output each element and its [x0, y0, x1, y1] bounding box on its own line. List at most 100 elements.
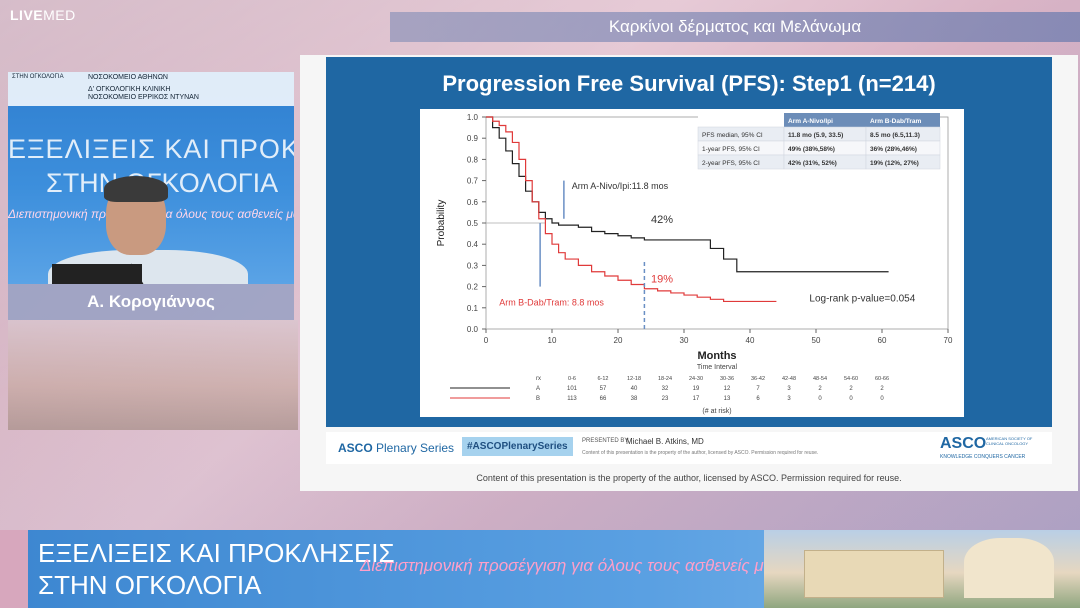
risk-count: 38 — [631, 396, 638, 402]
slide-title: Progression Free Survival (PFS): Step1 (… — [442, 71, 936, 96]
risk-interval-label: 54-60 — [844, 376, 858, 382]
risk-count: 12 — [724, 386, 731, 392]
presenter-name: Michael B. Atkins, MD — [626, 437, 704, 446]
y-tick-label: 1.0 — [467, 113, 479, 122]
y-tick-label: 0.6 — [467, 198, 479, 207]
wall-text-1: ΕΞΕΛΙΞΕΙΣ ΚΑΙ ΠΡΟΚΛΗΣΕΙΣ — [8, 134, 294, 164]
laptop — [52, 264, 142, 284]
speaker-name: Α. Κορογιάννος — [87, 292, 215, 311]
y-tick-label: 0.0 — [467, 325, 479, 334]
table-cell — [865, 154, 941, 170]
asco-plenary-logo: ASCO Plenary Series — [338, 441, 455, 455]
series-arm-a-curve — [486, 116, 889, 273]
table-cell-text: 42% (31%, 52%) — [788, 160, 837, 167]
table-cell-text: PFS median, 95% CI — [702, 132, 763, 139]
table-header-cell — [784, 113, 866, 127]
photo-building-1 — [804, 550, 944, 598]
livemed-logo: LIVEMED — [10, 7, 76, 23]
risk-count: 2 — [818, 386, 822, 392]
risk-interval-label: 30-36 — [720, 376, 734, 382]
event-banner: ΕΞΕΛΙΞΕΙΣ ΚΑΙ ΠΡΟΚΛΗΣΕΙΣ ΣΤΗΝ ΟΓΚΟΛΟΓΙΑ … — [0, 530, 1080, 608]
x-tick-label: 70 — [944, 336, 953, 345]
km-plot-panel: 0.0 0.1 0.2 0.3 0.4 0.5 0.6 0.7 0.8 0.9 1.0 0 10 20 30… — [420, 109, 964, 417]
hospital-line-1: ΝΟΣΟΚΟΜΕΙΟ ΑΘΗΝΩΝ — [88, 74, 168, 81]
speaker-video: ΣΤΗΝ ΟΓΚΟΛΟΓΙΑ ΝΟΣΟΚΟΜΕΙΟ ΑΘΗΝΩΝ Δ' ΟΓΚΟ… — [8, 72, 294, 284]
risk-count: 0 — [818, 396, 822, 402]
km-chart: 0.00.10.20.30.40.50.60.70.80.91.00 10 20 30… — [436, 113, 953, 415]
risk-interval-label: 42-48 — [782, 376, 796, 382]
x-tick-label: 30 — [680, 336, 689, 345]
session-title: Καρκίνοι δέρματος και Μελάνωμα — [608, 17, 862, 36]
speaker-name-bar: Α. Κορογιάννος — [8, 284, 294, 320]
table-header-cell — [698, 113, 784, 127]
background-building — [8, 320, 298, 430]
session-banner: Καρκίνοι δέρματος και Μελάνωμα — [390, 12, 1080, 42]
table-cell-text: 11.8 mo (5.9, 33.5) — [788, 132, 843, 139]
x-tick-label: 0 — [484, 336, 489, 345]
risk-count: 19 — [693, 386, 700, 392]
risk-count: 2 — [849, 386, 853, 392]
risk-count: 101 — [567, 386, 578, 392]
y-tick-label: 0.4 — [467, 240, 479, 249]
hospital-header — [8, 72, 294, 106]
annotation-arm-a-pct: 42% — [651, 214, 673, 226]
x-tick-label: 50 — [812, 336, 821, 345]
y-axis-label: Probability — [436, 200, 447, 247]
risk-count: 17 — [693, 396, 700, 402]
table-cell-text: 2-year PFS, 95% CI — [702, 160, 760, 167]
hospital-small-text: ΣΤΗΝ ΟΓΚΟΛΟΓΙΑ — [12, 74, 64, 80]
risk-interval-label: 0-6 — [568, 376, 576, 382]
risk-table-footer: (# at risk) — [702, 408, 731, 415]
risk-count: 113 — [567, 396, 577, 402]
event-slogan: Διεπιστημονική προσέγγιση για όλους τους… — [360, 556, 782, 575]
table-cell-text: 8.5 mo (6.5,11.3) — [870, 132, 920, 139]
risk-interval-label: 24-30 — [689, 376, 703, 382]
hashtag-badge: #ASCOPlenarySeries — [462, 437, 573, 456]
y-tick-label: 0.9 — [467, 134, 479, 143]
slide-copyright-note: Content of this presentation is the prop… — [476, 473, 902, 483]
risk-count: 0 — [849, 396, 853, 402]
risk-count: 3 — [787, 396, 791, 402]
x-tick-label: 60 — [878, 336, 887, 345]
risk-interval-label: 48-54 — [813, 376, 827, 382]
risk-count: 0 — [880, 396, 884, 402]
speaker-hair — [104, 176, 168, 202]
risk-table-title: Time Interval — [697, 364, 738, 371]
risk-interval-label: 36-42 — [751, 376, 765, 382]
risk-count: 40 — [631, 386, 638, 392]
asco-logo: ASCO — [940, 435, 987, 452]
risk-count: 66 — [600, 396, 607, 402]
risk-count: 23 — [662, 396, 669, 402]
risk-row-label: A — [536, 386, 540, 392]
asco-logo-small: AMERICAN SOCIETY OF CLINICAL ONCOLOGY — [986, 436, 1033, 446]
x-tick-label: 10 — [548, 336, 557, 345]
x-axis-label: Months — [697, 350, 736, 362]
risk-interval-label: 12-18 — [627, 376, 641, 382]
y-tick-label: 0.2 — [467, 283, 479, 292]
annotation-logrank: Log-rank p-value=0.054 — [809, 293, 915, 304]
risk-interval-label: 18-24 — [658, 376, 672, 382]
y-tick-label: 0.5 — [467, 219, 479, 228]
table-header-text: Arm B-Dab/Tram — [870, 118, 922, 125]
y-tick-label: 0.7 — [467, 177, 479, 186]
table-cell-text: 19% (12%, 27%) — [870, 160, 919, 167]
risk-count: 13 — [724, 396, 731, 402]
annotation-arm-a-median: Arm A-Nivo/Ipi:11.8 mos — [572, 181, 669, 191]
footer-copyright-small: Content of this presentation is the prop… — [582, 450, 819, 456]
y-tick-label: 0.3 — [467, 261, 479, 270]
risk-row-label: B — [536, 396, 540, 402]
table-cell-text: 1-year PFS, 95% CI — [702, 146, 760, 153]
presented-by-label: PRESENTED BY: — [582, 438, 630, 444]
hospital-line-2: Δ' ΟΓΚΟΛΟΓΙΚΗ ΚΛΙΝΙΚΗ — [88, 86, 171, 93]
y-tick-label: 0.8 — [467, 155, 479, 164]
table-cell-text: 49% (38%,58%) — [788, 146, 835, 153]
annotation-arm-b-pct: 19% — [651, 273, 673, 285]
photo-building-2 — [964, 538, 1054, 598]
series-arm-b-curve — [486, 116, 777, 303]
hospital-line-3: ΝΟΣΟΚΟΜΕΙΟ ΕΡΡΙΚΟΣ ΝΤΥΝΑΝ — [88, 94, 199, 101]
risk-count: 7 — [756, 386, 760, 392]
x-tick-label: 20 — [614, 336, 623, 345]
slide-footer: ASCO Plenary Series #ASCOPlenarySeries P… — [326, 432, 1052, 464]
hospital-photo — [764, 530, 1080, 608]
risk-count: 57 — [600, 386, 607, 392]
